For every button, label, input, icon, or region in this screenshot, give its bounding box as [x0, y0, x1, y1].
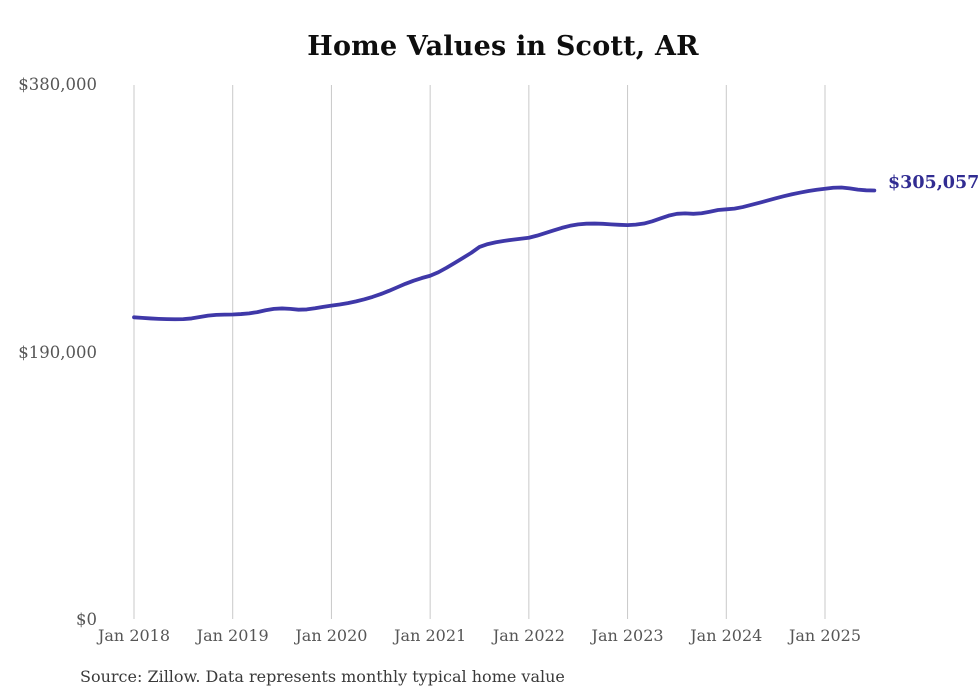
x-tick-jan-2020: Jan 2020	[295, 626, 368, 645]
x-tick-jan-2022: Jan 2022	[492, 626, 565, 645]
x-tick-jan-2024: Jan 2024	[690, 626, 763, 645]
y-tick-380000: $380,000	[18, 74, 97, 94]
x-tick-jan-2025: Jan 2025	[788, 626, 862, 645]
y-tick-0: $0	[76, 609, 97, 629]
source-note: Source: Zillow. Data represents monthly …	[80, 667, 565, 686]
y-tick-190000: $190,000	[18, 342, 97, 362]
x-tick-jan-2021: Jan 2021	[394, 626, 467, 645]
latest-value-label: $305,057	[888, 173, 980, 193]
x-tick-jan-2018: Jan 2018	[97, 626, 171, 645]
x-tick-jan-2019: Jan 2019	[196, 626, 269, 645]
home-value-series-line	[132, 185, 877, 322]
chart-title: Home Values in Scott, AR	[307, 31, 699, 62]
x-tick-jan-2023: Jan 2023	[591, 626, 664, 645]
